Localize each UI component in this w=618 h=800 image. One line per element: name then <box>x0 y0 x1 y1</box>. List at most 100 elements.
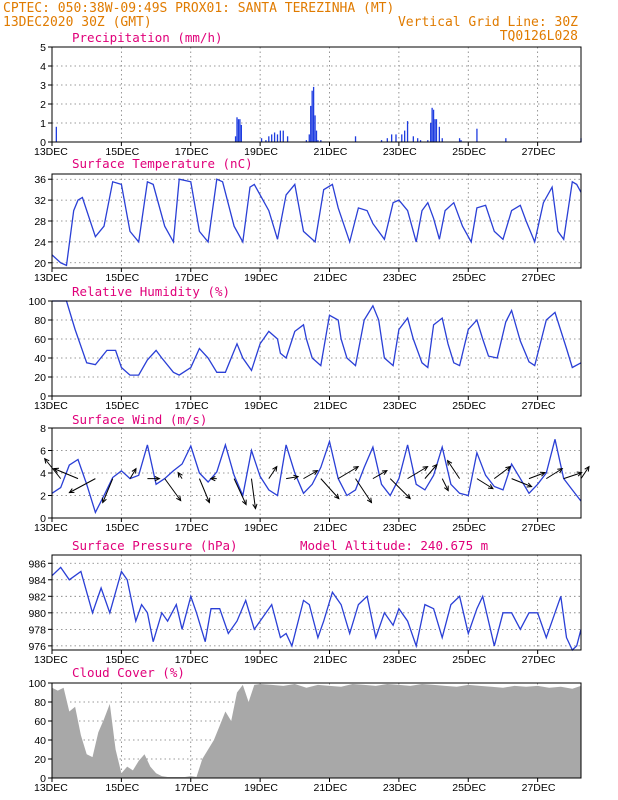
wind-vector-head <box>131 467 137 474</box>
y-tick-label: 20 <box>34 258 46 270</box>
wind-vector-head <box>293 474 300 480</box>
precip-bar <box>401 134 403 142</box>
wind-vector-head <box>432 463 438 470</box>
x-tick-label: 27DEC <box>522 146 556 158</box>
plot-frame <box>51 46 582 143</box>
wind-series-line <box>51 439 582 515</box>
wind-vectors <box>43 457 590 510</box>
wind-vector-head <box>353 465 360 472</box>
x-tick-label: 13DEC <box>34 400 68 412</box>
x-tick-label: 25DEC <box>452 272 486 284</box>
y-tick-label: 8 <box>40 423 46 435</box>
wind-vector <box>441 478 449 491</box>
precip-bar <box>312 86 315 142</box>
wind-vector <box>164 478 182 501</box>
y-tick-label: 976 <box>28 641 46 653</box>
x-tick-label: 21DEC <box>314 522 348 534</box>
x-tick-label: 17DEC <box>175 654 209 666</box>
precip-bar <box>239 119 241 142</box>
wind-vector <box>355 478 372 503</box>
x-tick-label: 23DEC <box>383 782 417 794</box>
y-tick-label: 2 <box>40 491 46 503</box>
x-tick-label: 25DEC <box>452 522 486 534</box>
wind-vector <box>53 468 79 480</box>
wind-vector <box>546 468 563 480</box>
header-gridline: Vertical Grid Line: 30Z <box>398 15 578 30</box>
wind-vector <box>563 472 582 480</box>
panel-title-precipitation: Precipitation (mm/h) <box>72 30 223 45</box>
precip-bar <box>279 130 282 142</box>
precip-bar <box>476 128 478 142</box>
precip-bar <box>305 140 308 142</box>
wind-vector-head <box>487 484 494 490</box>
x-tick-label: 13DEC <box>34 522 68 534</box>
y-tick-label: 2 <box>40 99 46 111</box>
wind-vector <box>580 466 590 479</box>
x-tick-label: 21DEC <box>314 272 348 284</box>
temperature-series-line <box>51 178 582 267</box>
precip-bar <box>237 119 240 142</box>
panel-title-temperature: Surface Temperature (nC) <box>72 156 253 171</box>
x-tick-label: 23DEC <box>383 522 417 534</box>
precip-bar <box>308 134 310 142</box>
precip-bar <box>234 136 237 142</box>
precip-bar <box>430 123 432 142</box>
y-tick-label: 36 <box>34 174 46 186</box>
wind-vector <box>511 478 532 488</box>
precip-bar <box>311 90 313 142</box>
wind-vector-head <box>154 476 161 482</box>
precip-bar <box>419 140 422 142</box>
x-tick-label: 19DEC <box>244 522 278 534</box>
precip-bar <box>386 138 388 142</box>
wind-vector-head <box>177 471 183 478</box>
precip-bar <box>55 126 57 142</box>
wind-vector <box>337 466 359 480</box>
panel-temperature: 20 24 28 32 36 13DEC 15DEC 17DEC 19DEC 21DEC 23DEC… <box>34 173 582 284</box>
gridlines <box>52 301 581 396</box>
y-tick-label: 980 <box>28 608 46 620</box>
y-tick-label: 32 <box>34 195 46 207</box>
wind-vector-head <box>366 497 373 504</box>
precip-bar <box>431 107 433 142</box>
x-tick-label: 23DEC <box>383 400 417 412</box>
wind-vector <box>129 468 137 479</box>
precip-bar <box>434 119 436 142</box>
y-tick-label: 40 <box>34 735 46 747</box>
precip-bar <box>458 138 461 142</box>
y-tick-label: 60 <box>34 334 46 346</box>
wind-vector <box>447 460 461 479</box>
humidity-series-line <box>52 300 582 376</box>
wind-vector <box>320 478 340 499</box>
x-tick-label: 27DEC <box>522 400 556 412</box>
x-tick-label: 13DEC <box>34 782 68 794</box>
plot-frame <box>51 300 582 397</box>
panel-precipitation: 0 1 2 3 4 5 13DEC 15DEC 17DEC 19DEC 21DEC 23DEC 25DE… <box>34 42 582 158</box>
y-tick-label: 28 <box>34 216 46 228</box>
x-tick-label: 19DEC <box>244 400 278 412</box>
precip-bar <box>412 136 414 142</box>
y-tick-label: 100 <box>28 296 46 308</box>
precip-bar <box>395 134 397 142</box>
y-tick-label: 0 <box>40 391 46 403</box>
x-tick-label: 23DEC <box>383 654 417 666</box>
precip-bar <box>320 140 322 142</box>
x-tick-label: 27DEC <box>522 654 556 666</box>
panel-pressure: 976 978 980 982 984 986 13DEC 15DEC 17DEC 19DEC 21… <box>28 554 582 666</box>
x-tick-label: 25DEC <box>452 400 486 412</box>
precip-bar <box>404 130 406 142</box>
precip-bar <box>380 140 383 142</box>
precip-bar <box>271 134 273 142</box>
wind-vector <box>424 464 438 479</box>
wind-vector <box>198 478 210 503</box>
precip-bar <box>265 140 267 142</box>
x-tick-label: 13DEC <box>34 272 68 284</box>
x-tick-label: 21DEC <box>314 654 348 666</box>
y-tick-label: 0 <box>40 137 46 149</box>
wind-vector-head <box>576 471 583 477</box>
wind-vector-head <box>272 465 278 472</box>
y-tick-label: 20 <box>34 754 46 766</box>
panel-title-wind: Surface Wind (m/s) <box>72 412 207 427</box>
wind-vector-head <box>68 488 75 494</box>
x-tick-label: 19DEC <box>244 272 278 284</box>
